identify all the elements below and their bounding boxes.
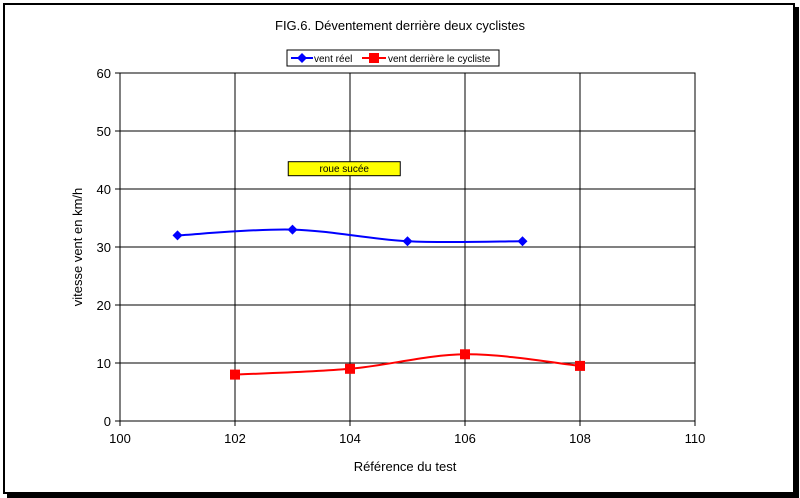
x-axis: 100 102 104 106 108 110 [109, 421, 705, 446]
x-tick-label: 104 [339, 431, 361, 446]
grid [119, 72, 696, 422]
legend-marker [369, 53, 379, 63]
series-line [234, 353, 581, 376]
x-tick-label: 110 [685, 431, 706, 446]
y-tick-label: 30 [97, 240, 111, 255]
data-point-diamond [402, 236, 413, 247]
series-1 [172, 224, 528, 247]
data-point-diamond [172, 230, 183, 241]
data-point-square [345, 363, 355, 374]
legend-box [286, 49, 500, 67]
legend: vent réel vent derrière le cycliste [286, 49, 500, 67]
y-tick-label: 20 [97, 298, 111, 313]
y-axis: 0 10 20 30 40 50 60 [97, 66, 120, 429]
legend-item: vent réel [291, 53, 352, 65]
series-group [172, 224, 585, 380]
x-tick-label: 106 [454, 431, 476, 446]
y-tick-label: 10 [97, 356, 111, 371]
y-tick-label: 0 [104, 414, 111, 429]
data-point-diamond [287, 224, 298, 235]
legend-label: vent réel [314, 54, 352, 65]
y-tick-label: 50 [97, 124, 111, 139]
annotation-text: roue sucée [320, 164, 370, 175]
x-tick-label: 100 [109, 431, 131, 446]
data-point-square [575, 360, 585, 371]
data-point-square [460, 349, 470, 360]
annotation-box [287, 161, 401, 177]
legend-label: vent derrière le cycliste [388, 54, 491, 65]
legend-marker [297, 53, 307, 63]
data-point-diamond [517, 236, 528, 247]
y-axis-title: vitesse vent en km/h [70, 188, 85, 307]
chart-frame [3, 3, 795, 494]
x-tick-label: 108 [569, 431, 591, 446]
y-tick-label: 40 [97, 182, 111, 197]
legend-item: vent derrière le cycliste [362, 53, 491, 65]
series-2 [230, 349, 585, 380]
x-tick-label: 102 [224, 431, 246, 446]
series-line [177, 228, 523, 244]
y-tick-label: 60 [97, 66, 111, 81]
chart-title: FIG.6. Déventement derrière deux cyclist… [275, 18, 525, 33]
x-axis-title: Référence du test [354, 459, 457, 474]
annotations: roue sucée [287, 161, 401, 177]
data-point-square [230, 369, 240, 380]
